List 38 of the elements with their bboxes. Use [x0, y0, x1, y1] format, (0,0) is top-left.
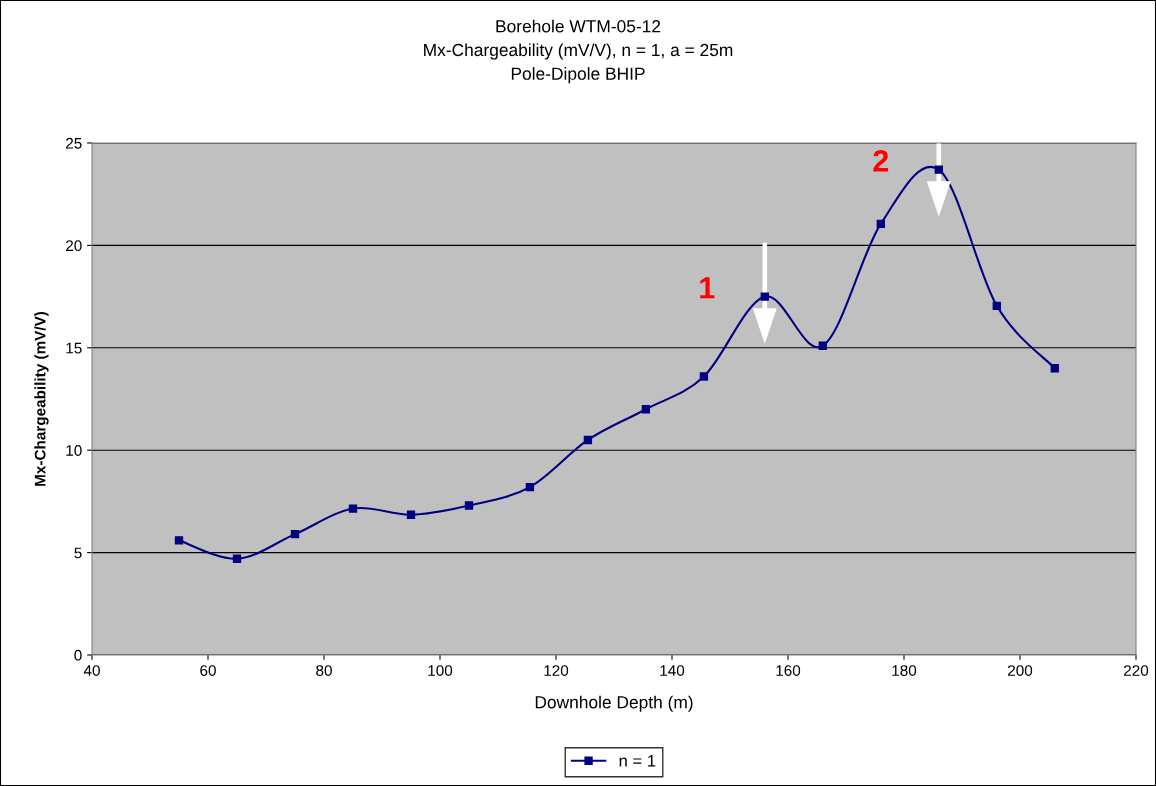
x-tick-label: 180 — [892, 665, 917, 676]
x-axis-title: Downhole Depth (m) — [535, 695, 693, 712]
point — [699, 372, 709, 381]
y-tick-label: 0 — [74, 649, 82, 661]
x-tick-label: 120 — [544, 665, 569, 676]
y-tick-label: 15 — [66, 342, 82, 354]
x-tick-label: 220 — [1124, 665, 1149, 676]
point — [232, 554, 242, 563]
annotation: 1 — [700, 277, 715, 299]
point — [525, 482, 535, 492]
point — [406, 510, 416, 519]
point — [641, 405, 651, 414]
y-tick-label: 10 — [66, 445, 82, 456]
x-tick-label: 100 — [428, 665, 453, 676]
y-tick-label: 25 — [66, 137, 82, 149]
y-axis-title: Mx-Chargeability (mV/V) — [34, 311, 49, 486]
annotation: 2 — [873, 150, 889, 172]
x-tick-label: 40 — [83, 665, 100, 676]
point — [818, 341, 827, 350]
x-tick-label: 80 — [316, 665, 332, 676]
point — [348, 504, 358, 513]
x-tick-label: 60 — [200, 665, 216, 676]
point — [583, 435, 593, 445]
y-tick-label: 20 — [66, 240, 82, 252]
chart-title: Borehole WTM-05-12 Mx-Chargeability (mV/V), n = 1, a = 25m Pole-Dipole BHIP — [424, 19, 733, 84]
point — [174, 536, 184, 545]
point — [290, 530, 300, 539]
point — [876, 219, 885, 229]
point — [760, 292, 769, 301]
y-tick-label: 5 — [74, 547, 82, 559]
point — [992, 301, 1001, 310]
x-tick-label: 160 — [776, 665, 801, 676]
point — [1050, 364, 1059, 373]
point — [464, 501, 474, 510]
x-tick-label: 140 — [660, 665, 685, 676]
legend-label: n = 1 — [619, 755, 656, 767]
point — [934, 165, 943, 174]
x-tick-label: 200 — [1008, 665, 1033, 676]
